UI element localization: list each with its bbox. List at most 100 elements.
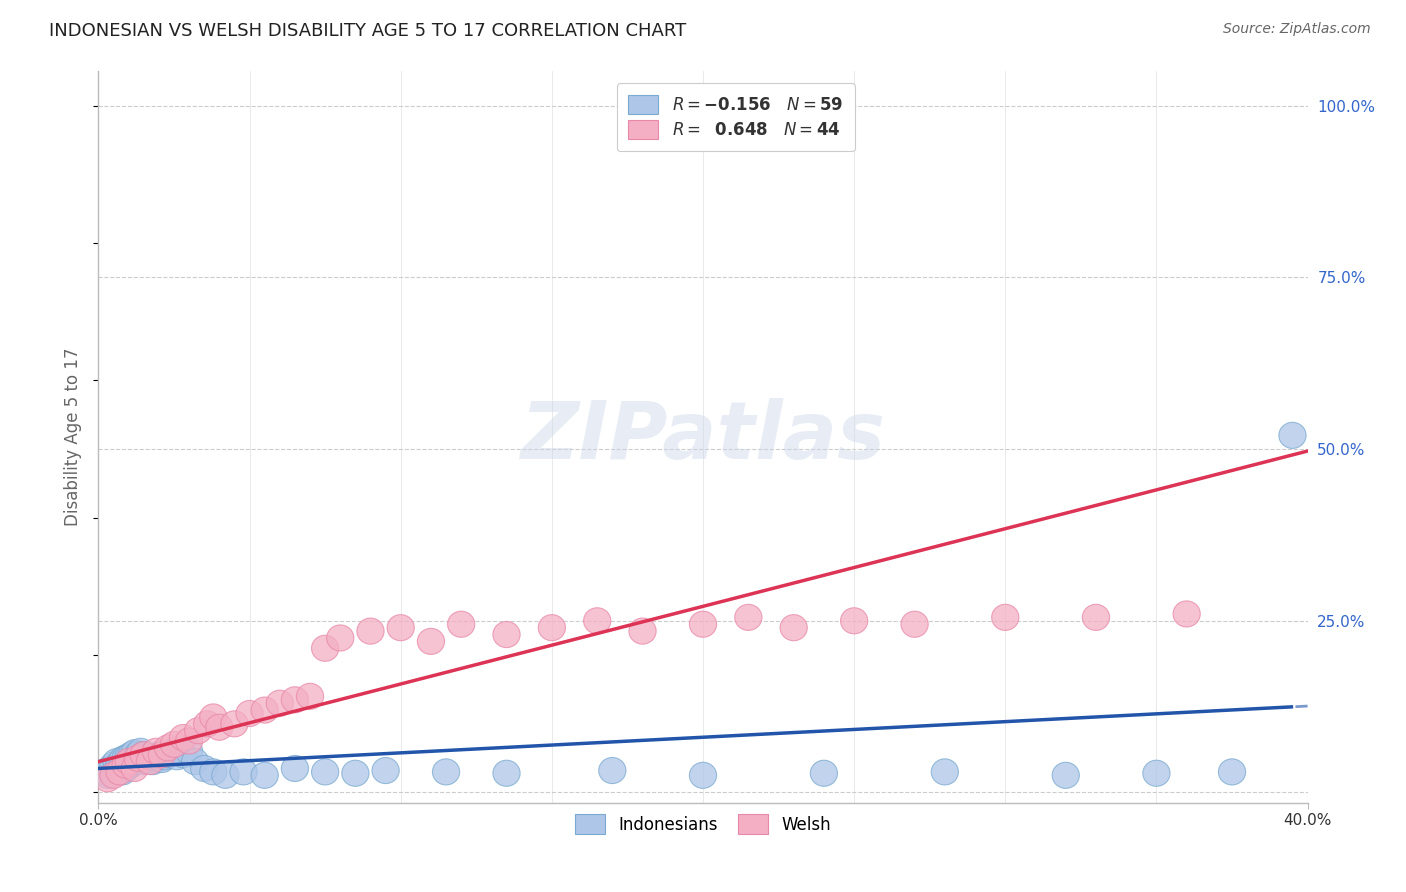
- Ellipse shape: [181, 748, 208, 774]
- Ellipse shape: [200, 704, 226, 730]
- Ellipse shape: [118, 750, 145, 777]
- Ellipse shape: [326, 625, 354, 651]
- Ellipse shape: [110, 747, 136, 772]
- Ellipse shape: [160, 739, 187, 764]
- Ellipse shape: [628, 618, 657, 644]
- Ellipse shape: [236, 700, 263, 727]
- Ellipse shape: [433, 759, 460, 785]
- Ellipse shape: [91, 759, 118, 785]
- Ellipse shape: [115, 748, 142, 774]
- Ellipse shape: [1083, 604, 1109, 631]
- Ellipse shape: [931, 759, 959, 785]
- Ellipse shape: [357, 618, 384, 644]
- Ellipse shape: [155, 741, 181, 768]
- Ellipse shape: [221, 711, 247, 737]
- Ellipse shape: [191, 756, 218, 781]
- Ellipse shape: [115, 744, 142, 770]
- Ellipse shape: [252, 763, 278, 789]
- Ellipse shape: [205, 714, 233, 740]
- Ellipse shape: [121, 748, 148, 774]
- Ellipse shape: [166, 739, 194, 765]
- Ellipse shape: [105, 759, 134, 785]
- Ellipse shape: [142, 745, 170, 772]
- Ellipse shape: [494, 622, 520, 648]
- Ellipse shape: [112, 752, 139, 778]
- Ellipse shape: [94, 765, 121, 792]
- Ellipse shape: [194, 711, 221, 737]
- Ellipse shape: [124, 741, 152, 768]
- Ellipse shape: [841, 607, 868, 634]
- Ellipse shape: [115, 754, 142, 780]
- Ellipse shape: [127, 739, 155, 764]
- Ellipse shape: [418, 628, 444, 655]
- Ellipse shape: [494, 760, 520, 787]
- Legend: Indonesians, Welsh: Indonesians, Welsh: [567, 806, 839, 842]
- Ellipse shape: [136, 748, 163, 774]
- Ellipse shape: [312, 635, 339, 661]
- Ellipse shape: [1279, 422, 1306, 449]
- Ellipse shape: [100, 763, 127, 789]
- Ellipse shape: [139, 748, 166, 774]
- Ellipse shape: [103, 748, 131, 774]
- Ellipse shape: [97, 756, 124, 781]
- Ellipse shape: [105, 754, 134, 780]
- Ellipse shape: [170, 724, 197, 750]
- Text: Source: ZipAtlas.com: Source: ZipAtlas.com: [1223, 22, 1371, 37]
- Ellipse shape: [145, 741, 173, 768]
- Ellipse shape: [124, 745, 152, 772]
- Ellipse shape: [1219, 759, 1246, 785]
- Ellipse shape: [252, 697, 278, 723]
- Ellipse shape: [124, 747, 152, 772]
- Ellipse shape: [538, 615, 565, 640]
- Ellipse shape: [281, 756, 308, 781]
- Ellipse shape: [131, 748, 157, 774]
- Ellipse shape: [312, 759, 339, 785]
- Ellipse shape: [136, 744, 163, 770]
- Ellipse shape: [131, 741, 157, 768]
- Ellipse shape: [103, 757, 131, 783]
- Ellipse shape: [583, 607, 610, 634]
- Ellipse shape: [780, 615, 807, 640]
- Ellipse shape: [991, 604, 1019, 631]
- Ellipse shape: [170, 741, 197, 768]
- Ellipse shape: [121, 739, 148, 765]
- Ellipse shape: [112, 745, 139, 772]
- Ellipse shape: [105, 750, 134, 777]
- Ellipse shape: [387, 615, 415, 640]
- Ellipse shape: [1052, 763, 1080, 789]
- Ellipse shape: [112, 756, 139, 781]
- Ellipse shape: [121, 756, 148, 781]
- Ellipse shape: [281, 687, 308, 713]
- Ellipse shape: [342, 760, 368, 787]
- Ellipse shape: [447, 611, 475, 637]
- Ellipse shape: [266, 690, 294, 716]
- Ellipse shape: [901, 611, 928, 637]
- Ellipse shape: [94, 763, 121, 789]
- Ellipse shape: [176, 728, 202, 754]
- Ellipse shape: [127, 745, 155, 772]
- Ellipse shape: [373, 757, 399, 783]
- Y-axis label: Disability Age 5 to 17: Disability Age 5 to 17: [65, 348, 83, 526]
- Ellipse shape: [160, 731, 187, 757]
- Ellipse shape: [118, 741, 145, 768]
- Ellipse shape: [110, 759, 136, 785]
- Ellipse shape: [1143, 760, 1170, 787]
- Ellipse shape: [599, 757, 626, 783]
- Ellipse shape: [735, 604, 762, 631]
- Ellipse shape: [200, 759, 226, 785]
- Ellipse shape: [176, 739, 202, 764]
- Ellipse shape: [152, 744, 179, 770]
- Ellipse shape: [810, 760, 838, 787]
- Ellipse shape: [163, 744, 191, 770]
- Ellipse shape: [231, 759, 257, 785]
- Ellipse shape: [100, 752, 127, 778]
- Ellipse shape: [142, 739, 170, 764]
- Ellipse shape: [184, 718, 212, 744]
- Ellipse shape: [100, 760, 127, 787]
- Text: INDONESIAN VS WELSH DISABILITY AGE 5 TO 17 CORRELATION CHART: INDONESIAN VS WELSH DISABILITY AGE 5 TO …: [49, 22, 686, 40]
- Ellipse shape: [1173, 601, 1201, 627]
- Ellipse shape: [689, 763, 717, 789]
- Ellipse shape: [148, 747, 176, 772]
- Text: ZIPatlas: ZIPatlas: [520, 398, 886, 476]
- Ellipse shape: [134, 747, 160, 772]
